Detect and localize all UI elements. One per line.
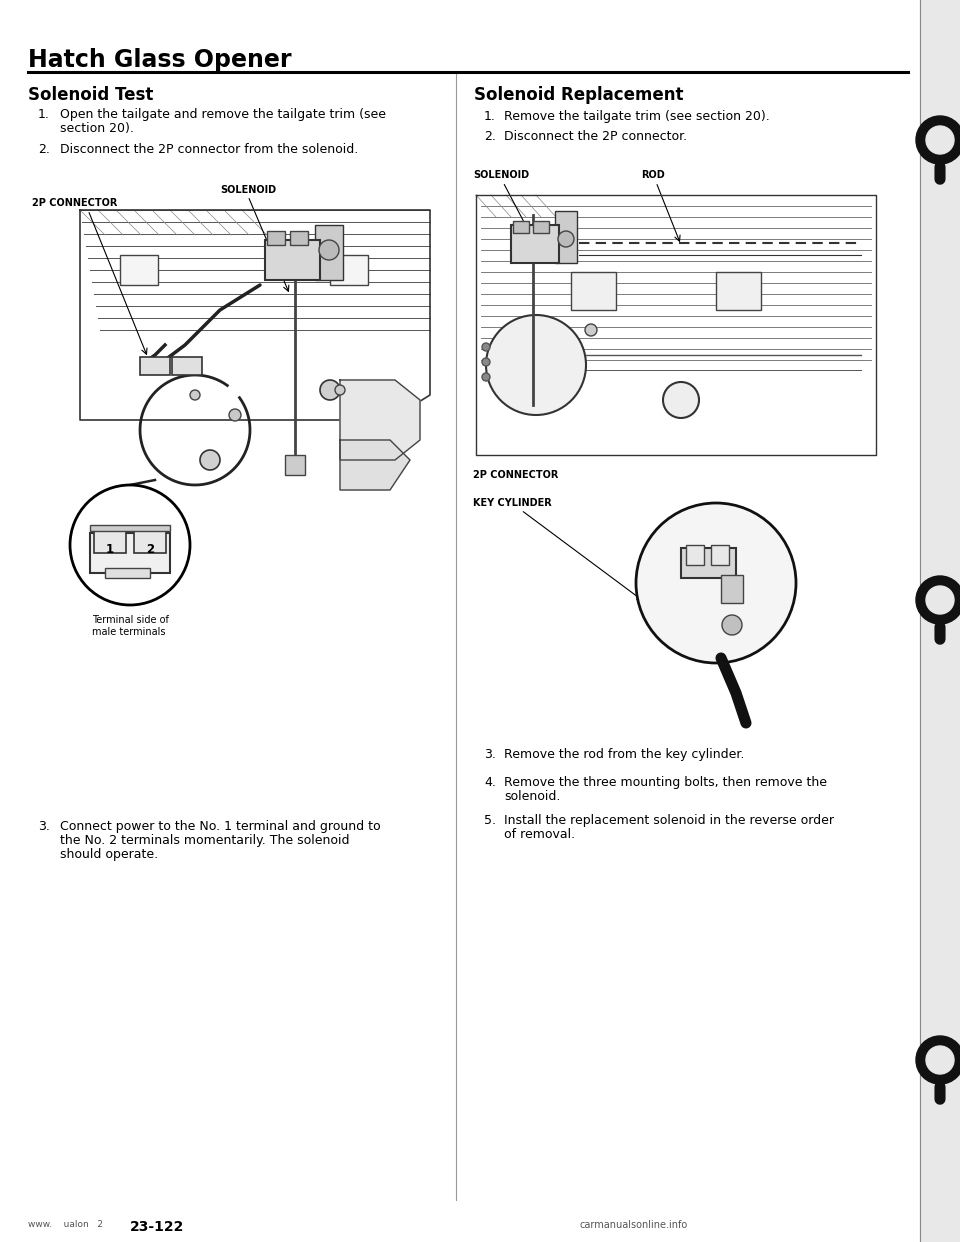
Text: KEY CYLINDER: KEY CYLINDER	[473, 498, 552, 508]
Bar	[533, 221, 549, 233]
Bar	[140, 356, 170, 375]
Bar	[94, 532, 126, 553]
Circle shape	[190, 390, 200, 400]
Text: o: o	[735, 296, 741, 306]
Text: o: o	[590, 296, 596, 306]
Text: Remove the tailgate trim (see section 20).: Remove the tailgate trim (see section 20…	[504, 111, 770, 123]
Text: Open the tailgate and remove the tailgate trim (see: Open the tailgate and remove the tailgat…	[60, 108, 386, 120]
Circle shape	[320, 380, 340, 400]
Text: Solenoid Replacement: Solenoid Replacement	[474, 86, 684, 104]
Bar	[716, 272, 761, 310]
Bar	[711, 545, 729, 565]
Text: ROD: ROD	[641, 170, 664, 180]
Text: Solenoid Test: Solenoid Test	[28, 86, 154, 104]
Bar	[681, 548, 736, 578]
Circle shape	[585, 324, 597, 337]
Bar	[267, 231, 285, 245]
Text: 3.: 3.	[484, 748, 496, 761]
Circle shape	[916, 576, 960, 623]
Text: 1: 1	[106, 543, 114, 556]
Text: 4.: 4.	[484, 776, 496, 789]
Text: SOLENOID: SOLENOID	[473, 170, 529, 180]
Bar	[105, 568, 150, 578]
Bar	[511, 225, 559, 263]
Text: should operate.: should operate.	[60, 848, 158, 861]
Text: 2P CONNECTOR: 2P CONNECTOR	[32, 197, 117, 207]
Circle shape	[926, 586, 954, 614]
Circle shape	[916, 116, 960, 164]
Bar	[265, 240, 320, 279]
Bar	[172, 356, 202, 375]
Text: 2.: 2.	[38, 143, 50, 156]
Circle shape	[558, 231, 574, 247]
Bar	[120, 255, 158, 284]
Circle shape	[200, 450, 220, 469]
Circle shape	[335, 385, 345, 395]
Circle shape	[229, 409, 241, 421]
Text: 23-122: 23-122	[130, 1220, 184, 1235]
Text: 3.: 3.	[38, 820, 50, 833]
Text: Remove the three mounting bolts, then remove the: Remove the three mounting bolts, then re…	[504, 776, 827, 789]
Text: Install the replacement solenoid in the reverse order: Install the replacement solenoid in the …	[504, 814, 834, 827]
Bar	[686, 545, 704, 565]
Polygon shape	[340, 440, 410, 491]
Text: 2.: 2.	[484, 130, 496, 143]
Bar	[90, 533, 170, 573]
Text: www.    ualon   2: www. ualon 2	[28, 1220, 103, 1230]
Circle shape	[663, 383, 699, 419]
Text: Disconnect the 2P connector from the solenoid.: Disconnect the 2P connector from the sol…	[60, 143, 358, 156]
Circle shape	[916, 1036, 960, 1084]
Bar	[513, 221, 529, 233]
Text: the No. 2 terminals momentarily. The solenoid: the No. 2 terminals momentarily. The sol…	[60, 833, 349, 847]
Text: 2: 2	[146, 543, 154, 556]
Bar	[134, 532, 166, 553]
Text: SOLENOID: SOLENOID	[220, 185, 276, 195]
Text: Remove the rod from the key cylinder.: Remove the rod from the key cylinder.	[504, 748, 744, 761]
Bar	[330, 255, 368, 284]
Text: 2P CONNECTOR: 2P CONNECTOR	[473, 469, 559, 479]
Bar	[920, 0, 960, 1242]
Text: 1.: 1.	[484, 111, 496, 123]
Circle shape	[70, 484, 190, 605]
Text: Terminal side of
male terminals: Terminal side of male terminals	[91, 615, 168, 637]
Bar	[571, 272, 616, 310]
Text: solenoid.: solenoid.	[504, 790, 561, 804]
Text: 1.: 1.	[38, 108, 50, 120]
Circle shape	[486, 315, 586, 415]
Text: Disconnect the 2P connector.: Disconnect the 2P connector.	[504, 130, 687, 143]
Bar	[315, 225, 343, 279]
Text: Connect power to the No. 1 terminal and ground to: Connect power to the No. 1 terminal and …	[60, 820, 380, 833]
Circle shape	[482, 343, 490, 351]
Polygon shape	[340, 380, 420, 460]
Text: section 20).: section 20).	[60, 122, 133, 135]
Circle shape	[636, 503, 796, 663]
Text: 5.: 5.	[484, 814, 496, 827]
Bar	[90, 525, 170, 532]
Circle shape	[722, 615, 742, 635]
Circle shape	[482, 373, 490, 381]
Text: carmanualsonline.info: carmanualsonline.info	[580, 1220, 688, 1230]
Bar	[721, 575, 743, 604]
Text: Hatch Glass Opener: Hatch Glass Opener	[28, 48, 292, 72]
Text: of removal.: of removal.	[504, 828, 575, 841]
Circle shape	[926, 125, 954, 154]
Circle shape	[482, 358, 490, 366]
Circle shape	[319, 240, 339, 260]
Circle shape	[926, 1046, 954, 1074]
Bar	[555, 211, 577, 263]
Bar	[290, 231, 308, 245]
Bar	[285, 455, 305, 474]
